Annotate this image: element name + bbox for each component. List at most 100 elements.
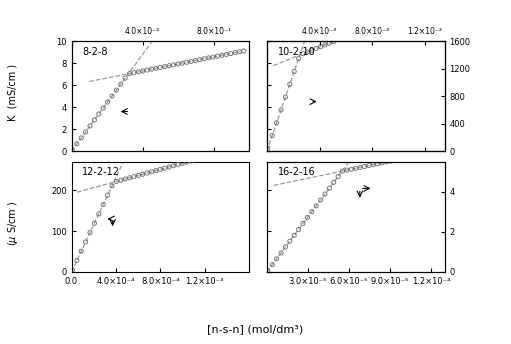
Point — [236, 49, 244, 55]
Point — [338, 35, 346, 41]
Point — [95, 211, 103, 217]
Point — [86, 230, 94, 235]
Point — [272, 120, 281, 126]
Point — [209, 152, 217, 158]
Point — [312, 46, 320, 51]
Point — [277, 250, 285, 256]
Point — [387, 158, 395, 164]
Point — [282, 94, 290, 100]
Text: 8-2-8: 8-2-8 — [82, 47, 108, 57]
Point — [326, 185, 334, 191]
Point — [226, 147, 235, 153]
Point — [104, 99, 112, 105]
Point — [240, 144, 248, 149]
Text: [n-s-n] (mol/dm³): [n-s-n] (mol/dm³) — [207, 324, 304, 334]
Point — [214, 53, 222, 59]
Point — [104, 192, 112, 198]
Point — [218, 53, 226, 58]
Point — [156, 166, 165, 172]
Point — [108, 93, 116, 99]
Point — [117, 81, 125, 87]
Point — [231, 146, 239, 152]
Point — [126, 71, 134, 76]
Point — [204, 55, 213, 61]
Point — [316, 197, 324, 203]
Point — [240, 48, 248, 54]
Point — [99, 202, 107, 207]
Point — [143, 170, 151, 176]
Point — [178, 60, 187, 66]
Point — [86, 123, 94, 129]
Point — [330, 180, 338, 185]
Point — [321, 42, 329, 48]
Text: K  (mS/cm ): K (mS/cm ) — [8, 64, 18, 121]
Point — [360, 26, 368, 32]
Point — [90, 117, 99, 123]
Point — [178, 161, 187, 166]
Point — [294, 227, 303, 232]
Point — [356, 28, 364, 34]
Point — [299, 51, 307, 56]
Point — [156, 65, 165, 70]
Point — [360, 164, 368, 169]
Point — [134, 173, 143, 178]
Point — [404, 9, 412, 14]
Point — [304, 215, 312, 221]
Point — [126, 175, 134, 181]
Point — [277, 107, 285, 113]
Point — [196, 156, 204, 161]
Point — [334, 174, 342, 179]
Point — [236, 145, 244, 150]
Point — [187, 58, 195, 64]
Point — [187, 158, 195, 164]
Point — [426, 0, 434, 6]
Point — [352, 30, 360, 35]
Point — [209, 54, 217, 60]
Point — [130, 70, 138, 75]
Point — [282, 244, 290, 250]
Point — [431, 0, 439, 4]
Point — [321, 191, 329, 197]
Point — [378, 160, 386, 165]
Point — [417, 3, 426, 9]
Point — [290, 233, 298, 238]
Point — [431, 149, 439, 154]
Point — [268, 133, 276, 138]
Point — [268, 262, 276, 267]
Point — [330, 39, 338, 44]
Point — [121, 75, 129, 81]
Point — [148, 66, 156, 72]
Point — [378, 19, 386, 25]
Point — [138, 68, 147, 74]
Point — [304, 49, 312, 55]
Point — [170, 163, 178, 169]
Point — [170, 62, 178, 67]
Point — [218, 150, 226, 155]
Point — [374, 161, 382, 166]
Point — [272, 256, 281, 261]
Point — [352, 165, 360, 171]
Point — [130, 174, 138, 179]
Point — [422, 151, 430, 157]
Point — [264, 146, 272, 151]
Point — [356, 165, 364, 170]
Point — [165, 63, 173, 68]
Point — [334, 37, 342, 42]
Point — [112, 87, 121, 93]
Point — [435, 148, 444, 154]
Point — [347, 166, 356, 172]
Point — [396, 157, 404, 162]
Point — [308, 47, 316, 53]
Point — [112, 179, 121, 184]
Point — [214, 151, 222, 157]
Point — [134, 69, 143, 75]
Point — [182, 60, 191, 65]
Point — [196, 57, 204, 62]
Point — [316, 44, 324, 50]
Point — [200, 154, 208, 160]
Point — [121, 176, 129, 182]
Point — [82, 129, 90, 135]
Point — [148, 169, 156, 174]
Point — [165, 164, 173, 170]
Point — [117, 178, 125, 183]
